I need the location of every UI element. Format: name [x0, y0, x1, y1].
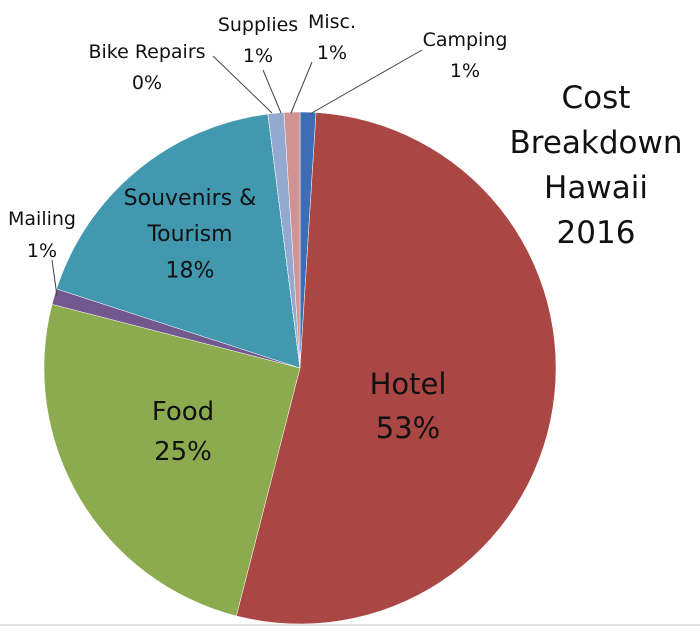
slice-label: Food	[151, 397, 215, 427]
slice-label: Bike Repairs	[88, 41, 206, 63]
pie-slice	[43, 304, 301, 617]
slice-value-label: 0%	[131, 72, 163, 94]
slice-value-label: 18%	[165, 258, 215, 284]
slice-value-label: 25%	[154, 437, 212, 467]
slice-value-label: 53%	[375, 411, 441, 445]
pie-slice	[236, 112, 557, 625]
slice-label: Hotel	[369, 367, 447, 401]
leader-line	[290, 61, 313, 114]
slice-value-label: 1%	[316, 42, 348, 64]
slice-label: Camping	[422, 29, 508, 51]
pie-slice	[56, 113, 301, 369]
slice-value-label: 1%	[26, 240, 58, 262]
pie-slice	[283, 111, 301, 369]
slice-value-label: 1%	[242, 45, 274, 67]
leader-line	[262, 69, 282, 114]
slice-label: Souvenirs & Tourism	[123, 186, 257, 247]
slice-label: Misc.	[307, 11, 357, 33]
slice-label: Supplies	[217, 14, 299, 36]
leader-line	[212, 55, 273, 114]
slice-label: Mailing	[8, 208, 76, 230]
chart-title: Cost Breakdown Hawaii 2016	[509, 80, 683, 251]
slice-value-label: 1%	[449, 60, 481, 82]
leader-line	[309, 49, 423, 115]
leader-line	[51, 259, 58, 297]
